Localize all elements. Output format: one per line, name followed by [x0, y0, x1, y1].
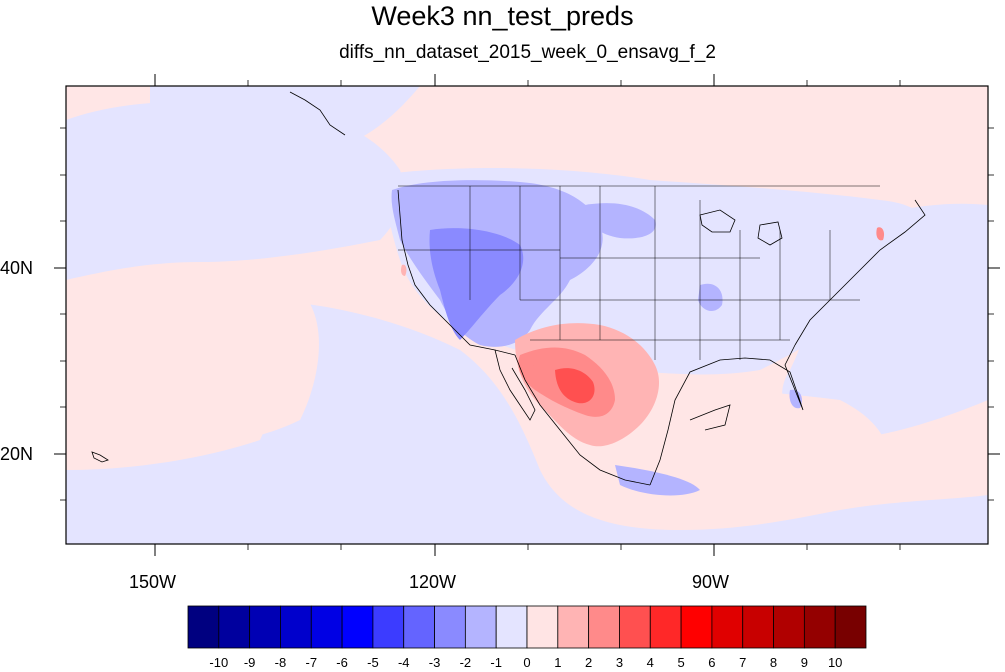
positive-contour-level-4-southwest	[555, 368, 595, 404]
colorbar-box	[834, 605, 867, 649]
negative-contour-level-2-plains	[585, 203, 656, 239]
colorbar-box	[526, 605, 559, 649]
lon-label-120w: 120W	[409, 572, 457, 592]
colorbar-label: -5	[367, 655, 379, 670]
positive-contour-small-newengland	[876, 227, 885, 241]
colorbar-box	[588, 605, 620, 649]
great-lakes	[699, 209, 783, 246]
colorbar	[187, 605, 867, 649]
coastline-layer	[91, 91, 926, 486]
colorbar-box	[218, 605, 251, 649]
colorbar-label: -6	[336, 655, 348, 670]
colorbar-box	[464, 605, 497, 649]
colorbar-box	[649, 605, 682, 649]
negative-region-alaska-gulf	[150, 86, 420, 150]
major-ticks	[54, 74, 1000, 556]
colorbar-label: -4	[397, 655, 410, 670]
coastline-us-west	[397, 189, 516, 356]
colorbar-box	[372, 605, 405, 649]
colorbar-box	[187, 605, 220, 649]
coastline-baja	[494, 349, 536, 421]
colorbar-box	[403, 605, 435, 649]
positive-contour-level-4-baja	[524, 364, 540, 384]
colorbar-box	[711, 605, 744, 649]
coastline-mexico-pacific	[514, 354, 651, 486]
coastline-gulf	[649, 344, 804, 486]
colorbar-label: 0	[523, 655, 531, 670]
colorbar-box	[680, 605, 713, 649]
colorbar-label: -1	[490, 655, 502, 670]
lon-label-90w: 90W	[692, 572, 730, 592]
positive-patch-subtropical-pacific	[66, 280, 319, 455]
colorbar-label: -3	[428, 655, 441, 670]
negative-region-atlantic	[782, 203, 988, 440]
colorbar-box	[495, 605, 528, 649]
colorbar-label: 1	[554, 655, 562, 670]
colorbar-box	[280, 605, 312, 649]
negative-contour-level-2-mexico-pacific	[615, 465, 700, 496]
positive-patch-gulf-caribbean	[620, 380, 888, 495]
colorbar-box	[434, 605, 466, 649]
colorbar-box	[310, 605, 343, 649]
coastline-yucatan	[689, 404, 731, 431]
colorbar-label: 3	[615, 655, 624, 670]
negative-contour-level-2-florida	[789, 389, 802, 409]
colorbar-box	[557, 605, 590, 649]
coastline-us-east	[794, 199, 926, 346]
colorbar-box	[619, 605, 651, 649]
map-subtitle: diffs_nn_dataset_2015_week_0_ensavg_f_2	[339, 42, 716, 63]
colorbar-box	[249, 605, 281, 649]
positive-contour-small-california	[401, 264, 407, 276]
colorbar-label: -8	[274, 655, 287, 670]
colorbar-box	[803, 605, 836, 649]
colorbar-box	[742, 605, 774, 649]
colorbar-label: 6	[708, 655, 716, 670]
minor-ticks	[60, 80, 994, 550]
lat-label-20n: 20N	[0, 444, 34, 464]
colorbar-label: 10	[827, 655, 843, 670]
colorbar-box	[773, 605, 805, 649]
colorbar-box	[341, 605, 374, 649]
negative-contour-level-3-west	[429, 228, 524, 340]
map-title: Week3 nn_test_preds	[371, 1, 634, 31]
lat-label-40n: 40N	[0, 258, 34, 278]
contour-fill-layer	[66, 86, 988, 544]
colorbar-label: 7	[739, 655, 747, 670]
state-boundaries	[398, 185, 880, 360]
colorbar-label: -2	[459, 655, 472, 670]
colorbar-label: -9	[243, 655, 256, 670]
coastline-alaska-panhandle	[289, 91, 346, 136]
colorbar-label: 8	[769, 655, 778, 670]
colorbar-label: 4	[646, 655, 654, 670]
negative-contour-level-2-ozarks	[698, 283, 723, 312]
colorbar-label: 9	[800, 655, 808, 670]
coastline-hawaii	[91, 451, 109, 463]
map-frame	[65, 85, 989, 545]
lon-label-150w: 150W	[129, 572, 177, 592]
colorbar-label: 2	[585, 655, 593, 670]
colorbar-label: -10	[209, 655, 229, 670]
colorbar-label: 5	[677, 655, 685, 670]
colorbar-label: -7	[305, 655, 318, 670]
